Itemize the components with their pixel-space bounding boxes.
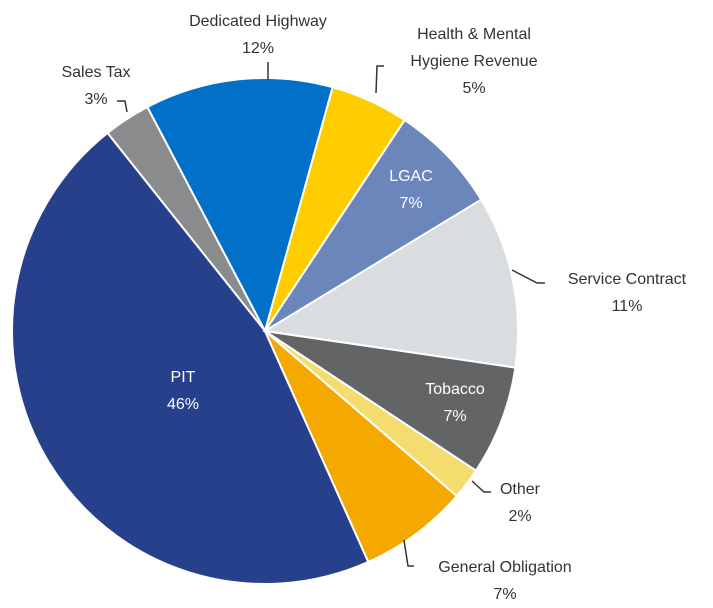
- slice-percent: 5%: [462, 80, 486, 97]
- leader-line: [471, 480, 491, 493]
- slice-label: Health & Mental Hygiene Revenue 5%: [399, 21, 549, 102]
- leader-line: [117, 100, 128, 113]
- leader-lines: [117, 62, 545, 567]
- slice-label: Tobacco 7%: [405, 376, 505, 430]
- slice-name: LGAC: [389, 168, 433, 185]
- slice-percent: 46%: [166, 396, 200, 413]
- slice-label: PIT 46%: [133, 364, 233, 418]
- slice-name: Health & Mental Hygiene Revenue: [410, 26, 538, 70]
- slice-name: General Obligation: [438, 559, 572, 576]
- slice-name: Dedicated Highway: [189, 13, 327, 30]
- slice-name: PIT: [170, 369, 196, 386]
- slice-label: Other 2%: [480, 476, 560, 530]
- leader-line: [375, 65, 384, 94]
- slice-percent: 3%: [84, 91, 108, 108]
- slice-label: LGAC 7%: [361, 163, 461, 217]
- slice-percent: 12%: [241, 40, 275, 57]
- leader-line: [511, 269, 545, 284]
- slice-label: General Obligation 7%: [405, 554, 605, 608]
- pie-slice: [146, 77, 334, 334]
- slice-label: Dedicated Highway 12%: [158, 8, 358, 62]
- slice-label: Sales Tax 3%: [46, 59, 146, 113]
- slice-percent: 7%: [493, 586, 517, 603]
- pie-slice: [11, 131, 370, 585]
- slice-name: Sales Tax: [61, 64, 131, 81]
- slice-name: Tobacco: [425, 381, 485, 398]
- leader-line: [403, 539, 414, 567]
- pie-slice: [264, 118, 483, 332]
- slice-name: Service Contract: [567, 271, 687, 288]
- slice-name: Other: [499, 481, 540, 498]
- pie-slice: [264, 330, 459, 564]
- pie-slice: [262, 198, 519, 369]
- slice-percent: 2%: [508, 508, 532, 525]
- slice-percent: 11%: [611, 298, 643, 315]
- pie-slice: [264, 330, 517, 473]
- slice-percent: 7%: [399, 195, 423, 212]
- slice-label: Service Contract 11%: [537, 266, 713, 320]
- slice-percent: 7%: [443, 408, 467, 425]
